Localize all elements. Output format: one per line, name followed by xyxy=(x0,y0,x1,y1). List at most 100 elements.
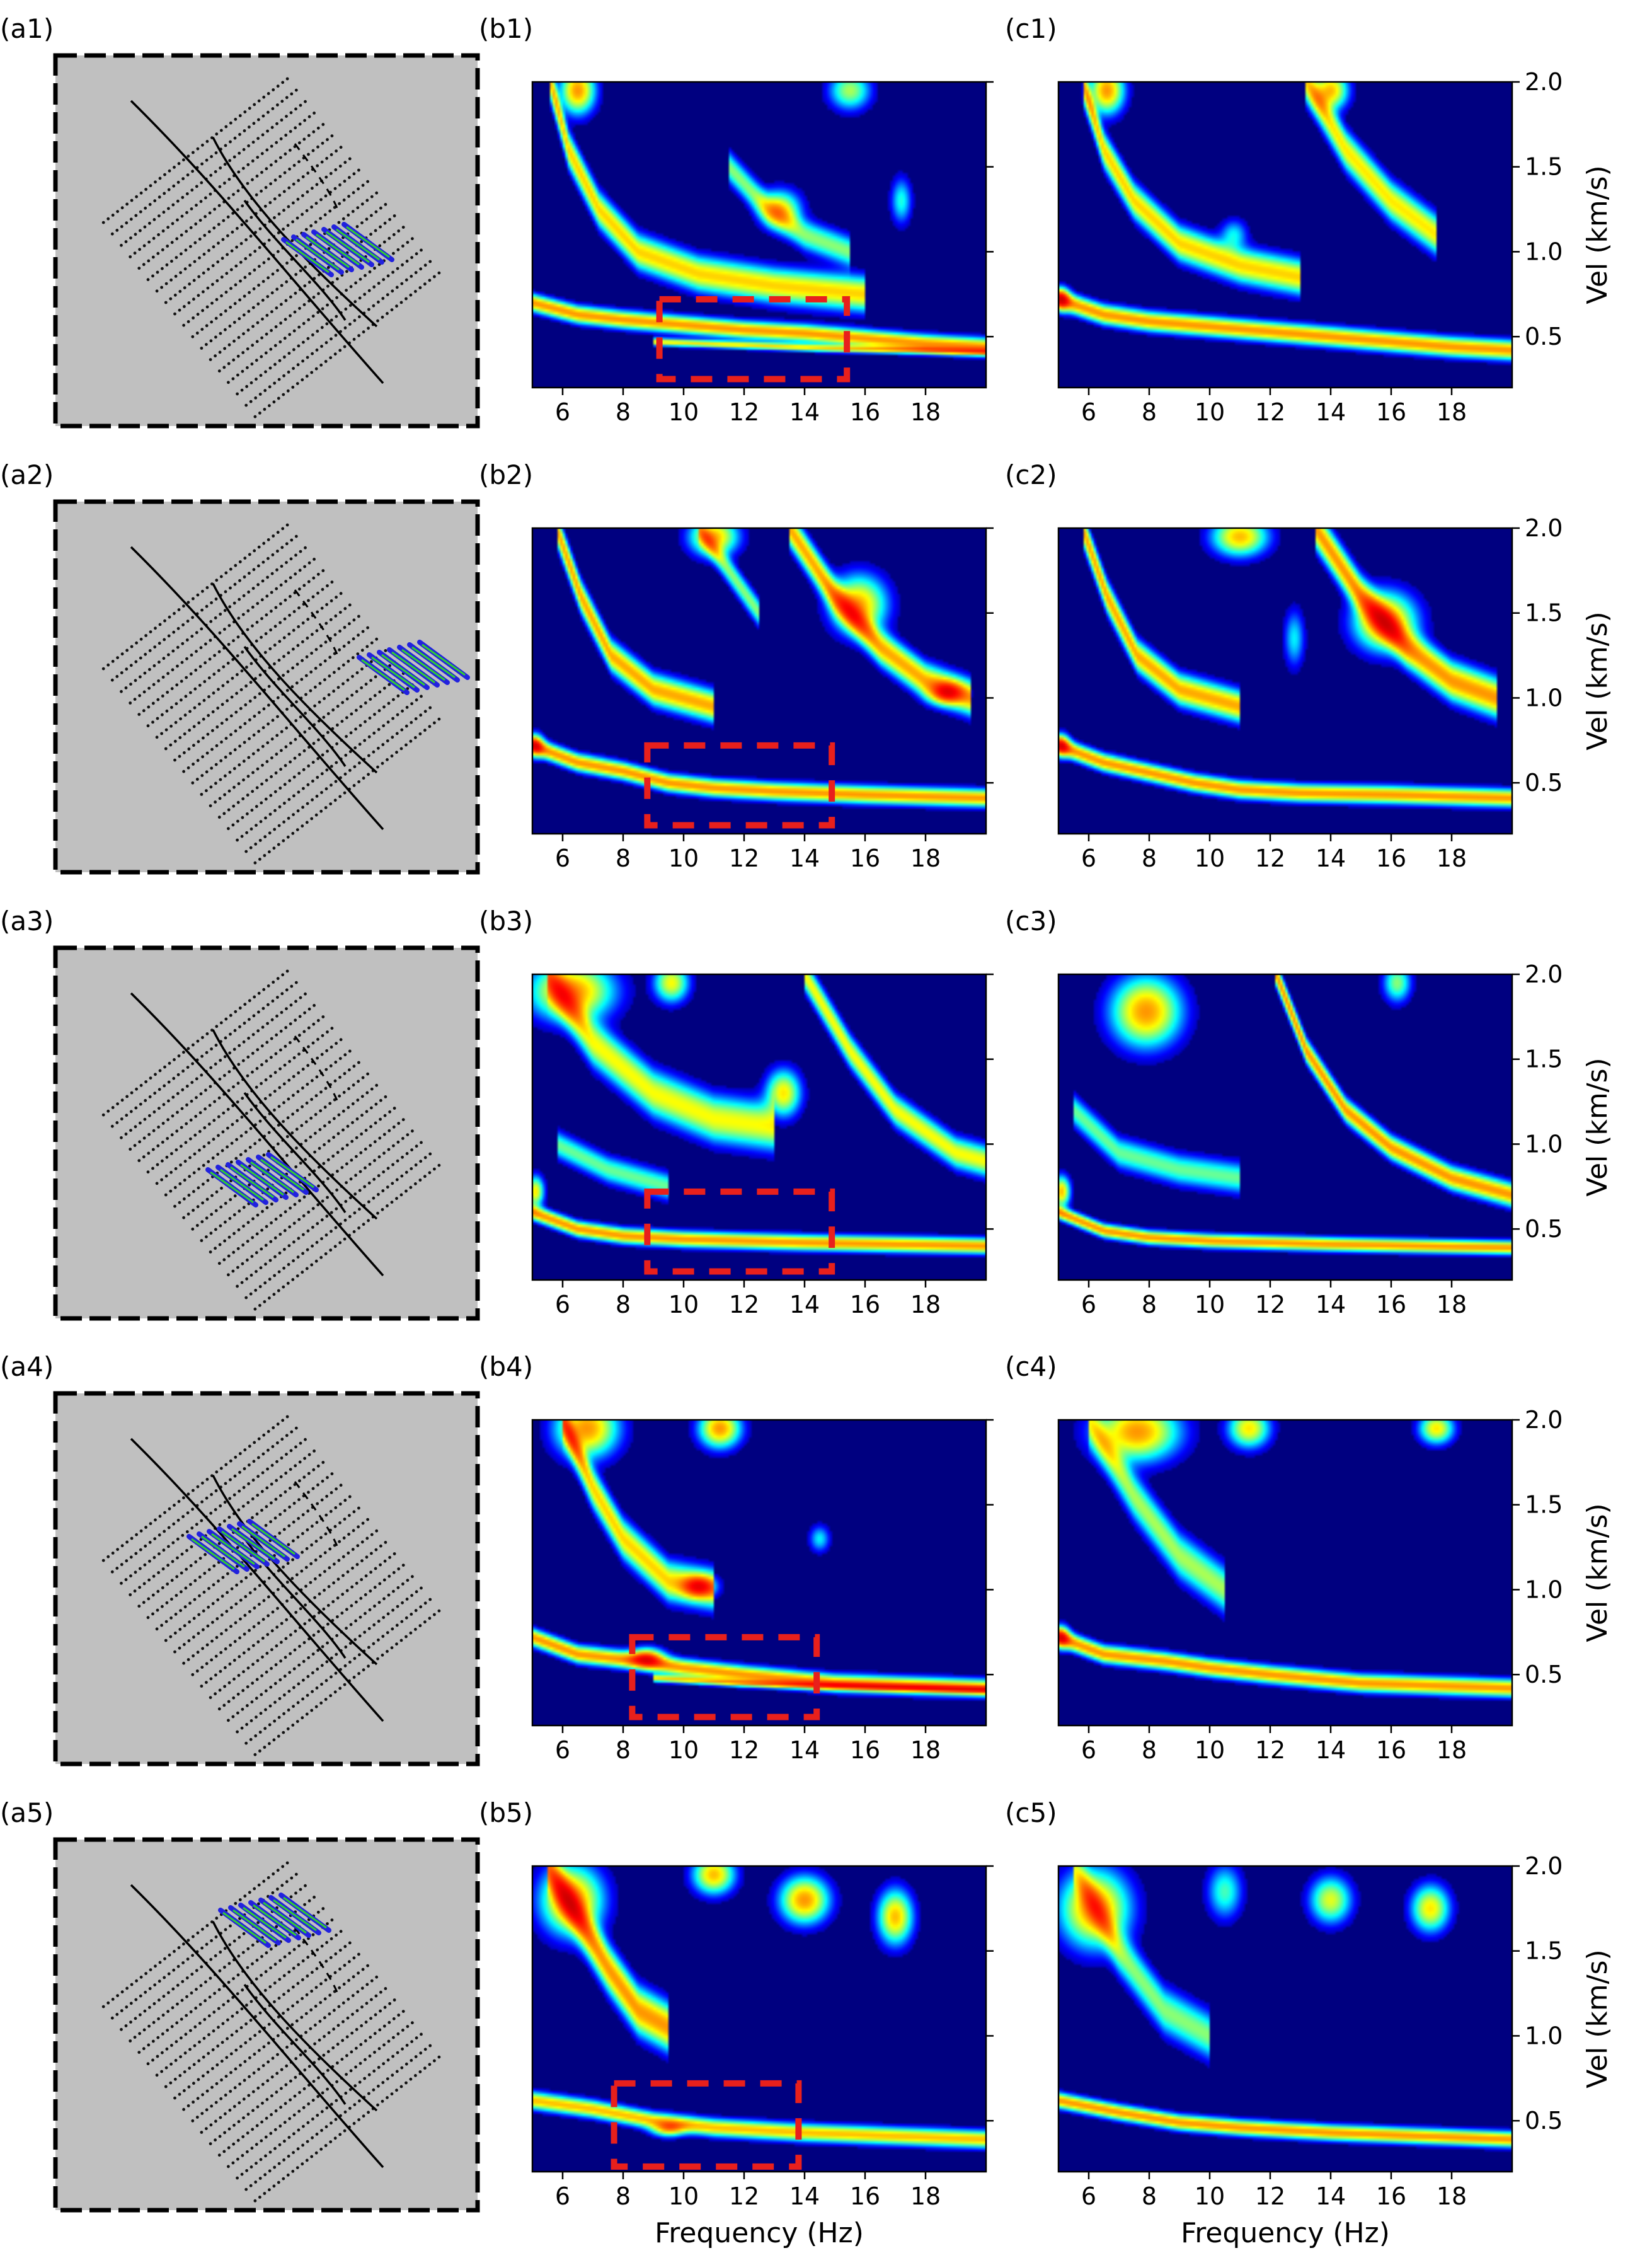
x-tick-label: 10 xyxy=(668,398,699,426)
fault-line xyxy=(243,1092,347,1213)
x-tick-label: 10 xyxy=(668,844,699,872)
x-tick-label: 8 xyxy=(1142,1736,1157,1764)
panel-label: (c2) xyxy=(1005,459,1057,490)
x-tick-label: 12 xyxy=(729,1291,759,1318)
x-tick-label: 16 xyxy=(850,844,880,872)
y-tick-label: 2.0 xyxy=(1525,68,1563,96)
fault-line xyxy=(294,1927,340,1998)
x-tick-label: 16 xyxy=(850,1291,880,1318)
x-tick-label: 6 xyxy=(555,1291,570,1318)
dispersion-spectrum-b5 xyxy=(531,1865,994,2179)
x-tick-label: 16 xyxy=(850,398,880,426)
panel-label: (b4) xyxy=(479,1351,533,1382)
panel-label: (c1) xyxy=(1005,13,1057,44)
x-tick-label: 8 xyxy=(1142,398,1157,426)
x-tick-label: 10 xyxy=(1195,2182,1225,2210)
fault-line xyxy=(212,583,378,774)
highlight-box xyxy=(644,742,835,829)
y-tick-label: 2.0 xyxy=(1525,1852,1563,1880)
fault-line xyxy=(130,546,384,831)
x-tick-label: 8 xyxy=(616,1291,631,1318)
x-tick-label: 8 xyxy=(1142,844,1157,872)
x-tick-label: 8 xyxy=(616,844,631,872)
y-tick-label: 2.0 xyxy=(1525,1406,1563,1434)
y-tick-label: 1.5 xyxy=(1525,1491,1563,1519)
x-tick-label: 14 xyxy=(789,1291,820,1318)
x-tick-label: 12 xyxy=(1255,1291,1285,1318)
x-tick-label: 8 xyxy=(1142,1291,1157,1318)
fault-line xyxy=(243,645,347,767)
y-tick-label: 1.5 xyxy=(1525,1046,1563,1073)
highlight-box xyxy=(656,296,851,383)
y-tick-label: 1.0 xyxy=(1525,684,1563,712)
x-tick-label: 18 xyxy=(910,1291,941,1318)
panel-label: (b2) xyxy=(479,459,533,490)
x-tick-label: 16 xyxy=(850,1736,880,1764)
y-tick-label: 1.5 xyxy=(1525,599,1563,627)
panel-label: (c5) xyxy=(1005,1797,1057,1828)
x-tick-label: 6 xyxy=(1081,1291,1096,1318)
x-tick-label: 12 xyxy=(729,2182,759,2210)
dispersion-spectrum-c2 xyxy=(1057,527,1520,841)
panel-label: (b1) xyxy=(479,13,533,44)
fault-line xyxy=(294,1035,340,1106)
x-tick-label: 12 xyxy=(1255,2182,1285,2210)
highlight-box xyxy=(611,2080,802,2170)
x-tick-label: 18 xyxy=(1437,398,1467,426)
x-tick-label: 14 xyxy=(1316,844,1346,872)
selected-subarray xyxy=(281,222,394,277)
spectrum-image xyxy=(1058,1420,1512,1726)
highlight-box xyxy=(629,1634,820,1720)
survey-map xyxy=(53,53,480,429)
y-tick-label: 1.0 xyxy=(1525,238,1563,265)
y-tick-label: 2.0 xyxy=(1525,514,1563,542)
fault-line xyxy=(212,1029,378,1220)
x-axis-label: Frequency (Hz) xyxy=(1181,2217,1390,2249)
station-grid xyxy=(101,77,441,418)
x-tick-label: 12 xyxy=(729,398,759,426)
x-tick-label: 14 xyxy=(789,1736,820,1764)
x-tick-label: 6 xyxy=(1081,1736,1096,1764)
spectrum-image xyxy=(532,1866,986,2172)
x-tick-label: 18 xyxy=(910,1736,941,1764)
x-tick-label: 14 xyxy=(1316,2182,1346,2210)
y-tick-label: 1.0 xyxy=(1525,1576,1563,1603)
x-tick-label: 16 xyxy=(1376,844,1406,872)
x-tick-label: 6 xyxy=(555,2182,570,2210)
x-tick-label: 14 xyxy=(1316,398,1346,426)
x-tick-label: 18 xyxy=(910,398,941,426)
y-tick-label: 1.5 xyxy=(1525,153,1563,181)
fault-line xyxy=(294,1481,340,1552)
x-tick-label: 12 xyxy=(1255,398,1285,426)
dispersion-spectrum-b3 xyxy=(531,973,994,1288)
fault-line xyxy=(243,199,347,321)
x-tick-label: 8 xyxy=(616,1736,631,1764)
x-tick-label: 12 xyxy=(729,1736,759,1764)
spectrum-image xyxy=(532,528,986,834)
x-tick-label: 14 xyxy=(789,398,820,426)
x-tick-label: 6 xyxy=(555,398,570,426)
x-tick-label: 12 xyxy=(1255,844,1285,872)
x-tick-label: 8 xyxy=(1142,2182,1157,2210)
spectrum-image xyxy=(1058,82,1512,388)
x-tick-label: 16 xyxy=(1376,398,1406,426)
spectrum-image xyxy=(1058,528,1512,834)
dispersion-spectrum-b2 xyxy=(531,527,994,841)
survey-map xyxy=(53,1391,480,1766)
fault-line xyxy=(212,1475,378,1666)
spectrum-image xyxy=(532,974,986,1280)
dispersion-spectrum-c1 xyxy=(1057,81,1520,395)
x-tick-label: 14 xyxy=(789,844,820,872)
x-tick-label: 14 xyxy=(789,2182,820,2210)
panel-label: (a2) xyxy=(0,459,54,490)
x-tick-label: 14 xyxy=(1316,1291,1346,1318)
panel-label: (b3) xyxy=(479,906,533,936)
spectrum-image xyxy=(1058,1866,1512,2172)
panel-label: (a1) xyxy=(0,13,54,44)
x-tick-label: 16 xyxy=(850,2182,880,2210)
x-tick-label: 14 xyxy=(1316,1736,1346,1764)
survey-map xyxy=(53,945,480,1321)
y-axis-label: Vel (km/s) xyxy=(1581,611,1614,750)
y-tick-label: 1.0 xyxy=(1525,1130,1563,1158)
x-tick-label: 18 xyxy=(1437,1736,1467,1764)
